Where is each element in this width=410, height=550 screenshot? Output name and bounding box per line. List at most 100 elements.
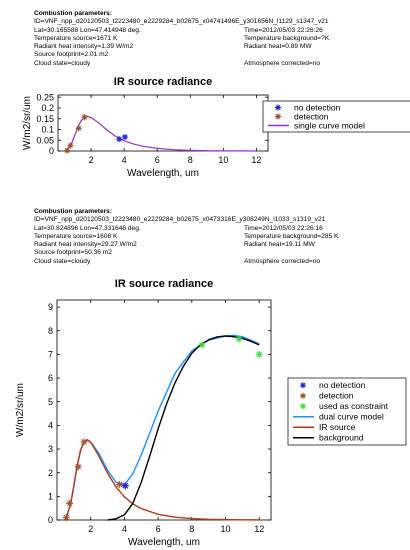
params-row: Cloud state=cloudy Atmosphere corrected=n… xyxy=(34,257,321,265)
data-point xyxy=(116,136,123,143)
data-point xyxy=(67,142,74,149)
y-tick-label: 4 xyxy=(48,421,53,431)
series-line xyxy=(64,334,260,521)
asterisk-stroke xyxy=(67,143,73,149)
params-row: Source footprint=2.01 m2 xyxy=(34,51,109,59)
data-point xyxy=(66,499,74,507)
asterisk-stroke xyxy=(256,351,263,358)
asterisk-stroke xyxy=(81,114,87,120)
plot-frame xyxy=(56,299,272,521)
asterisk-stroke xyxy=(300,403,306,409)
data-point xyxy=(275,104,281,111)
params-row: Source footprint=50.36 m2 xyxy=(34,249,112,257)
y-tick-label: 1 xyxy=(48,491,53,501)
series-line xyxy=(64,439,260,521)
x-tick-label: 4 xyxy=(122,524,127,534)
legend-label: dual curve model xyxy=(319,412,384,422)
y-axis-label: W/m2/sr/um xyxy=(15,383,26,437)
asterisk-stroke xyxy=(63,514,70,521)
legend-box xyxy=(262,100,410,133)
asterisk-stroke xyxy=(236,336,242,342)
data-point xyxy=(300,382,306,389)
legend-label: IR source xyxy=(319,422,356,432)
data-point xyxy=(81,114,88,121)
legend-label: single curve model xyxy=(294,120,365,130)
data-point xyxy=(62,514,70,522)
data-point xyxy=(235,335,243,343)
legend-label: no detection xyxy=(294,102,341,112)
asterisk-stroke xyxy=(300,393,306,399)
params-row: Radiant heat intensity=1.39 W/m2 Radiant … xyxy=(34,43,312,51)
data-point xyxy=(115,481,123,489)
params-row: Lat=30.165588 Lon=47.414948 deg. Time=201… xyxy=(34,26,323,34)
y-tick-label: 3 xyxy=(48,444,53,454)
y-tick-label: 0.1 xyxy=(41,125,54,135)
params-row: Temperature source=1608 K Temperature bac… xyxy=(34,232,339,240)
params-row: Radiant heat intensity=29.27 W/m2 Radiant… xyxy=(34,241,315,249)
asterisk-stroke xyxy=(75,463,81,470)
data-point xyxy=(75,125,82,132)
y-tick-label: 9 xyxy=(48,302,53,312)
params-id-line: ID=VNF_npp_d20120503_t2223480_e2229284_b… xyxy=(34,18,329,26)
params-row: Temperature source=1671 K Temperature bac… xyxy=(34,34,330,42)
y-tick-label: 7 xyxy=(48,350,53,360)
data-point xyxy=(121,482,129,490)
y-tick-label: 8 xyxy=(48,326,53,336)
asterisk-stroke xyxy=(66,500,73,507)
x-tick-label: 12 xyxy=(254,524,264,534)
y-tick-label: 0.15 xyxy=(36,114,54,124)
combustion-params-bottom: Combustion parameters: ID=VNF_npp_d20120… xyxy=(34,208,394,266)
legend-label: background xyxy=(319,433,364,443)
data-point xyxy=(300,392,306,399)
params-row: Lat=30.824896 Lon=47.331646 deg. Time=201… xyxy=(34,224,323,232)
asterisk-stroke xyxy=(300,382,306,388)
y-tick-label: 6 xyxy=(48,373,53,383)
y-tick-label: 0.25 xyxy=(36,92,54,102)
params-heading: Combustion parameters: xyxy=(34,10,113,17)
asterisk-stroke xyxy=(81,439,87,445)
x-tick-label: 6 xyxy=(156,524,161,534)
chart-title: IR source radiance xyxy=(115,278,213,290)
params-row: Cloud state=cloudy Atmosphere corrected=n… xyxy=(34,59,321,67)
x-axis-label: Wavelength, um xyxy=(127,168,199,179)
asterisk-stroke xyxy=(122,482,129,489)
data-point xyxy=(300,403,306,410)
legend-label: detection xyxy=(294,111,329,121)
panel-bottom: Combustion parameters: ID=VNF_npp_d20120… xyxy=(0,200,410,550)
data-point xyxy=(275,113,281,120)
x-tick-label: 8 xyxy=(189,524,194,534)
x-tick-label: 10 xyxy=(218,155,228,165)
y-tick-label: 0 xyxy=(48,515,53,525)
asterisk-stroke xyxy=(275,113,281,120)
combustion-params-top: Combustion parameters: ID=VNF_npp_d20120… xyxy=(34,10,394,68)
chart-title: IR source radiance xyxy=(114,76,212,88)
legend-label: detection xyxy=(319,391,354,401)
legend-box xyxy=(287,377,407,446)
x-tick-label: 8 xyxy=(188,155,193,165)
series-line xyxy=(65,115,257,152)
data-point xyxy=(74,463,82,471)
y-tick-label: 2 xyxy=(48,468,53,478)
chart-top: IR source radiance 00.050.10.150.20.25 2 4 6… xyxy=(22,76,410,179)
asterisk-stroke xyxy=(76,125,82,131)
y-tick-label: 0.2 xyxy=(41,103,54,113)
asterisk-stroke xyxy=(116,481,123,488)
x-axis-label: Wavelength, um xyxy=(128,537,200,548)
x-tick-label: 2 xyxy=(88,524,93,534)
x-tick-label: 12 xyxy=(251,155,261,165)
asterisk-stroke xyxy=(199,342,205,348)
x-tick-label: 4 xyxy=(122,155,127,165)
params-heading: Combustion parameters: xyxy=(34,208,113,215)
data-point xyxy=(121,134,128,140)
data-point xyxy=(255,350,263,358)
legend-label: used as constraint xyxy=(319,401,389,411)
data-point xyxy=(198,341,206,349)
plot-frame xyxy=(57,94,269,152)
asterisk-stroke xyxy=(275,104,281,111)
x-tick-label: 10 xyxy=(220,524,230,534)
panel-top: Combustion parameters: ID=VNF_npp_d20120… xyxy=(0,0,410,200)
x-tick-label: 2 xyxy=(89,155,94,165)
